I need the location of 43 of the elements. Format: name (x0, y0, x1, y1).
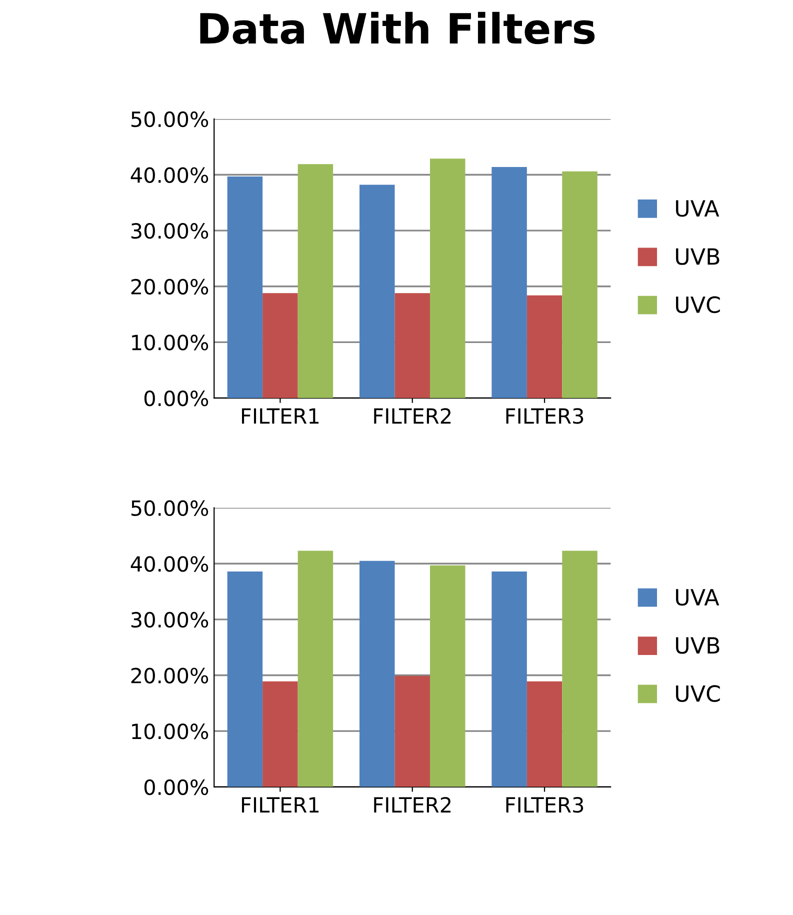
x-tick-label: FILTER1 (242, 408, 319, 424)
legend-label: UVC (676, 685, 720, 702)
bar (526, 681, 562, 787)
legend-label: UVB (676, 248, 720, 265)
legend-label: UVA (676, 589, 720, 606)
legend-label: UVC (676, 296, 720, 314)
y-tick-label: 20.00% (131, 668, 208, 684)
x-tick-label: FILTER2 (374, 796, 451, 812)
y-tick-label: 0.00% (144, 390, 208, 406)
y-tick-label: 30.00% (131, 223, 208, 239)
bar (562, 171, 598, 398)
bar (298, 550, 334, 787)
chart-title: Data With Filters (200, 12, 595, 44)
y-tick-label: 50.00% (131, 500, 208, 516)
y-tick-label: 0.00% (144, 779, 208, 796)
legend-label: UVB (676, 637, 720, 654)
y-tick-label: 10.00% (132, 724, 208, 740)
bar (492, 166, 527, 398)
bar (227, 571, 263, 787)
y-tick-label: 40.00% (130, 167, 208, 183)
y-tick-label: 30.00% (131, 612, 208, 628)
bar (298, 164, 334, 398)
x-tick-label: FILTER3 (506, 796, 584, 813)
bar (394, 293, 430, 398)
x-tick-label: FILTER2 (374, 408, 451, 424)
y-tick-label: 20.00% (131, 278, 208, 295)
bar (430, 158, 466, 398)
y-tick-label: 40.00% (130, 556, 208, 572)
y-tick-label: 50.00% (131, 111, 208, 128)
bar (526, 295, 562, 398)
x-tick-label: FILTER3 (506, 408, 584, 424)
bar (562, 550, 598, 787)
bar (227, 176, 263, 398)
bar (394, 676, 430, 787)
bar (359, 184, 395, 398)
bar (262, 293, 298, 398)
bar (262, 681, 298, 787)
x-tick-label: FILTER1 (242, 797, 319, 812)
bar (359, 560, 395, 787)
bar (492, 571, 527, 787)
bar (430, 565, 466, 787)
y-tick-label: 10.00% (132, 334, 208, 350)
legend-label: UVA (676, 200, 720, 217)
